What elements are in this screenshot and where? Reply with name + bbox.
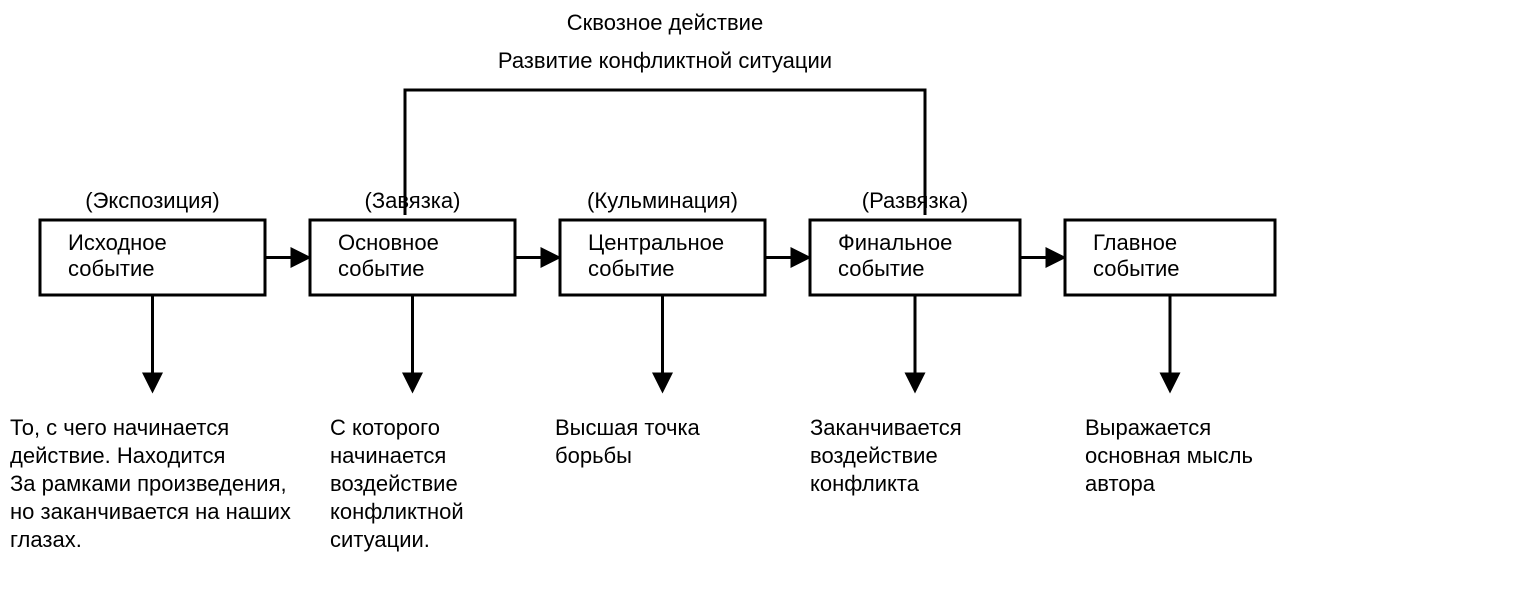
svg-text:событие: событие: [588, 256, 675, 281]
event-node-n1: (Экспозиция) Исходноесобытие То, с чего на…: [10, 188, 291, 552]
svg-text:борьбы: борьбы: [555, 443, 632, 468]
svg-text:(Экспозиция): (Экспозиция): [85, 188, 219, 213]
svg-text:событие: событие: [338, 256, 425, 281]
svg-text:автора: автора: [1085, 471, 1156, 496]
svg-text:Основное: Основное: [338, 230, 439, 255]
svg-text:За рамками произведения,: За рамками произведения,: [10, 471, 287, 496]
svg-text:Высшая точка: Высшая точка: [555, 415, 701, 440]
event-node-n2: (Завязка) Основноесобытие С которого начина…: [310, 188, 515, 552]
svg-text:(Кульминация): (Кульминация): [587, 188, 738, 213]
event-node-n3: (Кульминация) Центральноесобытие Высшая то…: [555, 188, 765, 468]
svg-text:Исходное: Исходное: [68, 230, 167, 255]
event-node-n5: Главноесобытие Выражается основная мысль ав…: [1065, 220, 1275, 496]
svg-text:событие: событие: [838, 256, 925, 281]
svg-text:ситуации.: ситуации.: [330, 527, 430, 552]
svg-text:воздействие: воздействие: [810, 443, 938, 468]
svg-text:Выражается: Выражается: [1085, 415, 1211, 440]
svg-text:событие: событие: [68, 256, 155, 281]
svg-text:начинается: начинается: [330, 443, 446, 468]
svg-text:С которого: С которого: [330, 415, 440, 440]
svg-text:Финальное: Финальное: [838, 230, 952, 255]
svg-text:(Завязка): (Завязка): [365, 188, 461, 213]
svg-text:конфликта: конфликта: [810, 471, 920, 496]
svg-text:но заканчивается на наших: но заканчивается на наших: [10, 499, 291, 524]
svg-text:Сквозное действие: Сквозное действие: [567, 10, 763, 35]
svg-text:То, с чего начинается: То, с чего начинается: [10, 415, 229, 440]
event-node-n4: (Развязка) Финальноесобытие Заканчивается в…: [810, 188, 1020, 496]
event-flow-diagram: Сквозное действие Развитие конфликтной си…: [0, 0, 1530, 601]
svg-text:Развитие конфликтной ситуации: Развитие конфликтной ситуации: [498, 48, 832, 73]
svg-text:воздействие: воздействие: [330, 471, 458, 496]
svg-text:Заканчивается: Заканчивается: [810, 415, 962, 440]
svg-text:глазах.: глазах.: [10, 527, 82, 552]
svg-text:Центральное: Центральное: [588, 230, 724, 255]
svg-text:конфликтной: конфликтной: [330, 499, 464, 524]
svg-text:(Развязка): (Развязка): [862, 188, 968, 213]
svg-text:действие. Находится: действие. Находится: [10, 443, 225, 468]
svg-text:основная мысль: основная мысль: [1085, 443, 1253, 468]
svg-text:Главное: Главное: [1093, 230, 1177, 255]
svg-text:событие: событие: [1093, 256, 1180, 281]
